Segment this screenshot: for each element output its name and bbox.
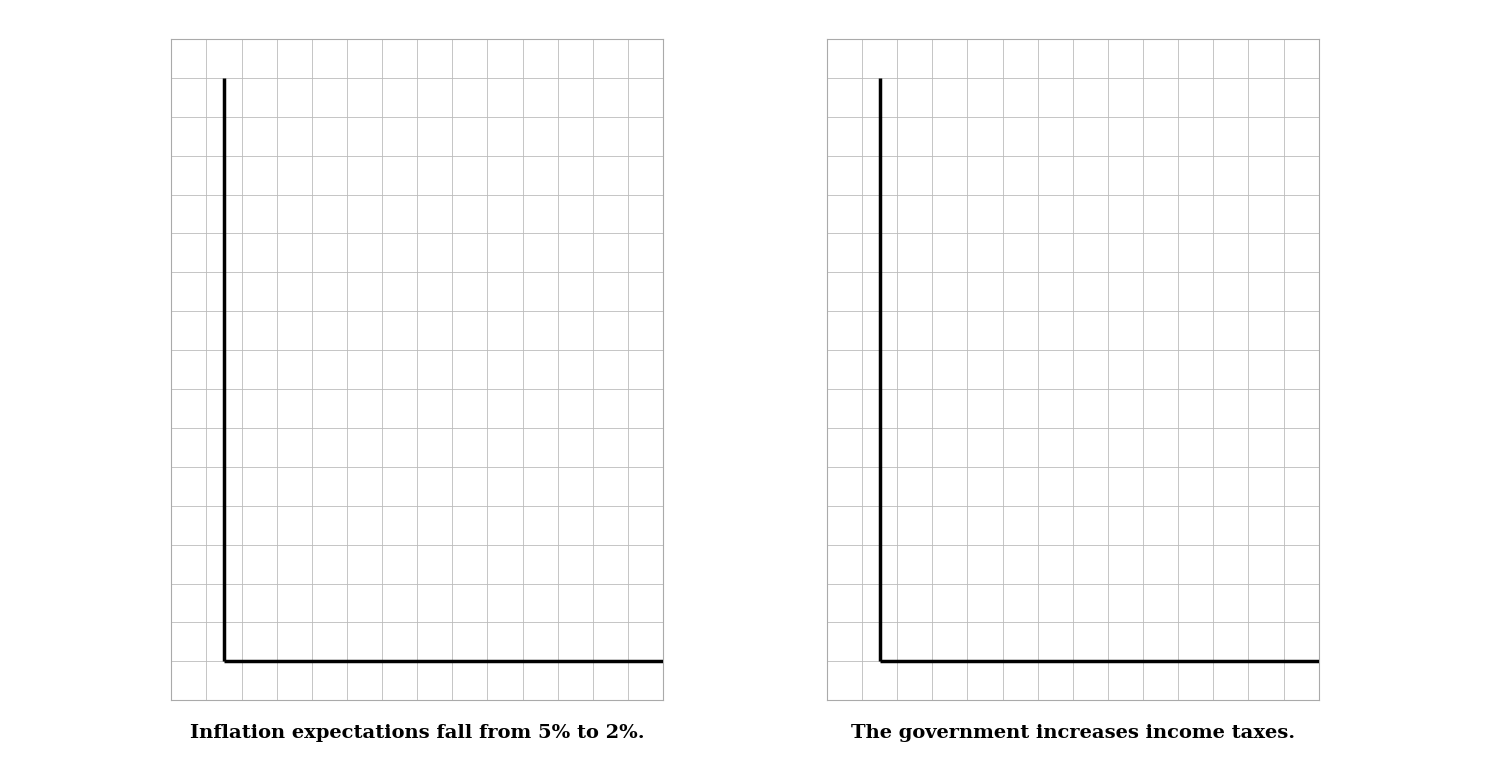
Text: The government increases income taxes.: The government increases income taxes.	[851, 724, 1295, 741]
Text: Inflation expectations fall from 5% to 2%.: Inflation expectations fall from 5% to 2…	[189, 724, 645, 741]
